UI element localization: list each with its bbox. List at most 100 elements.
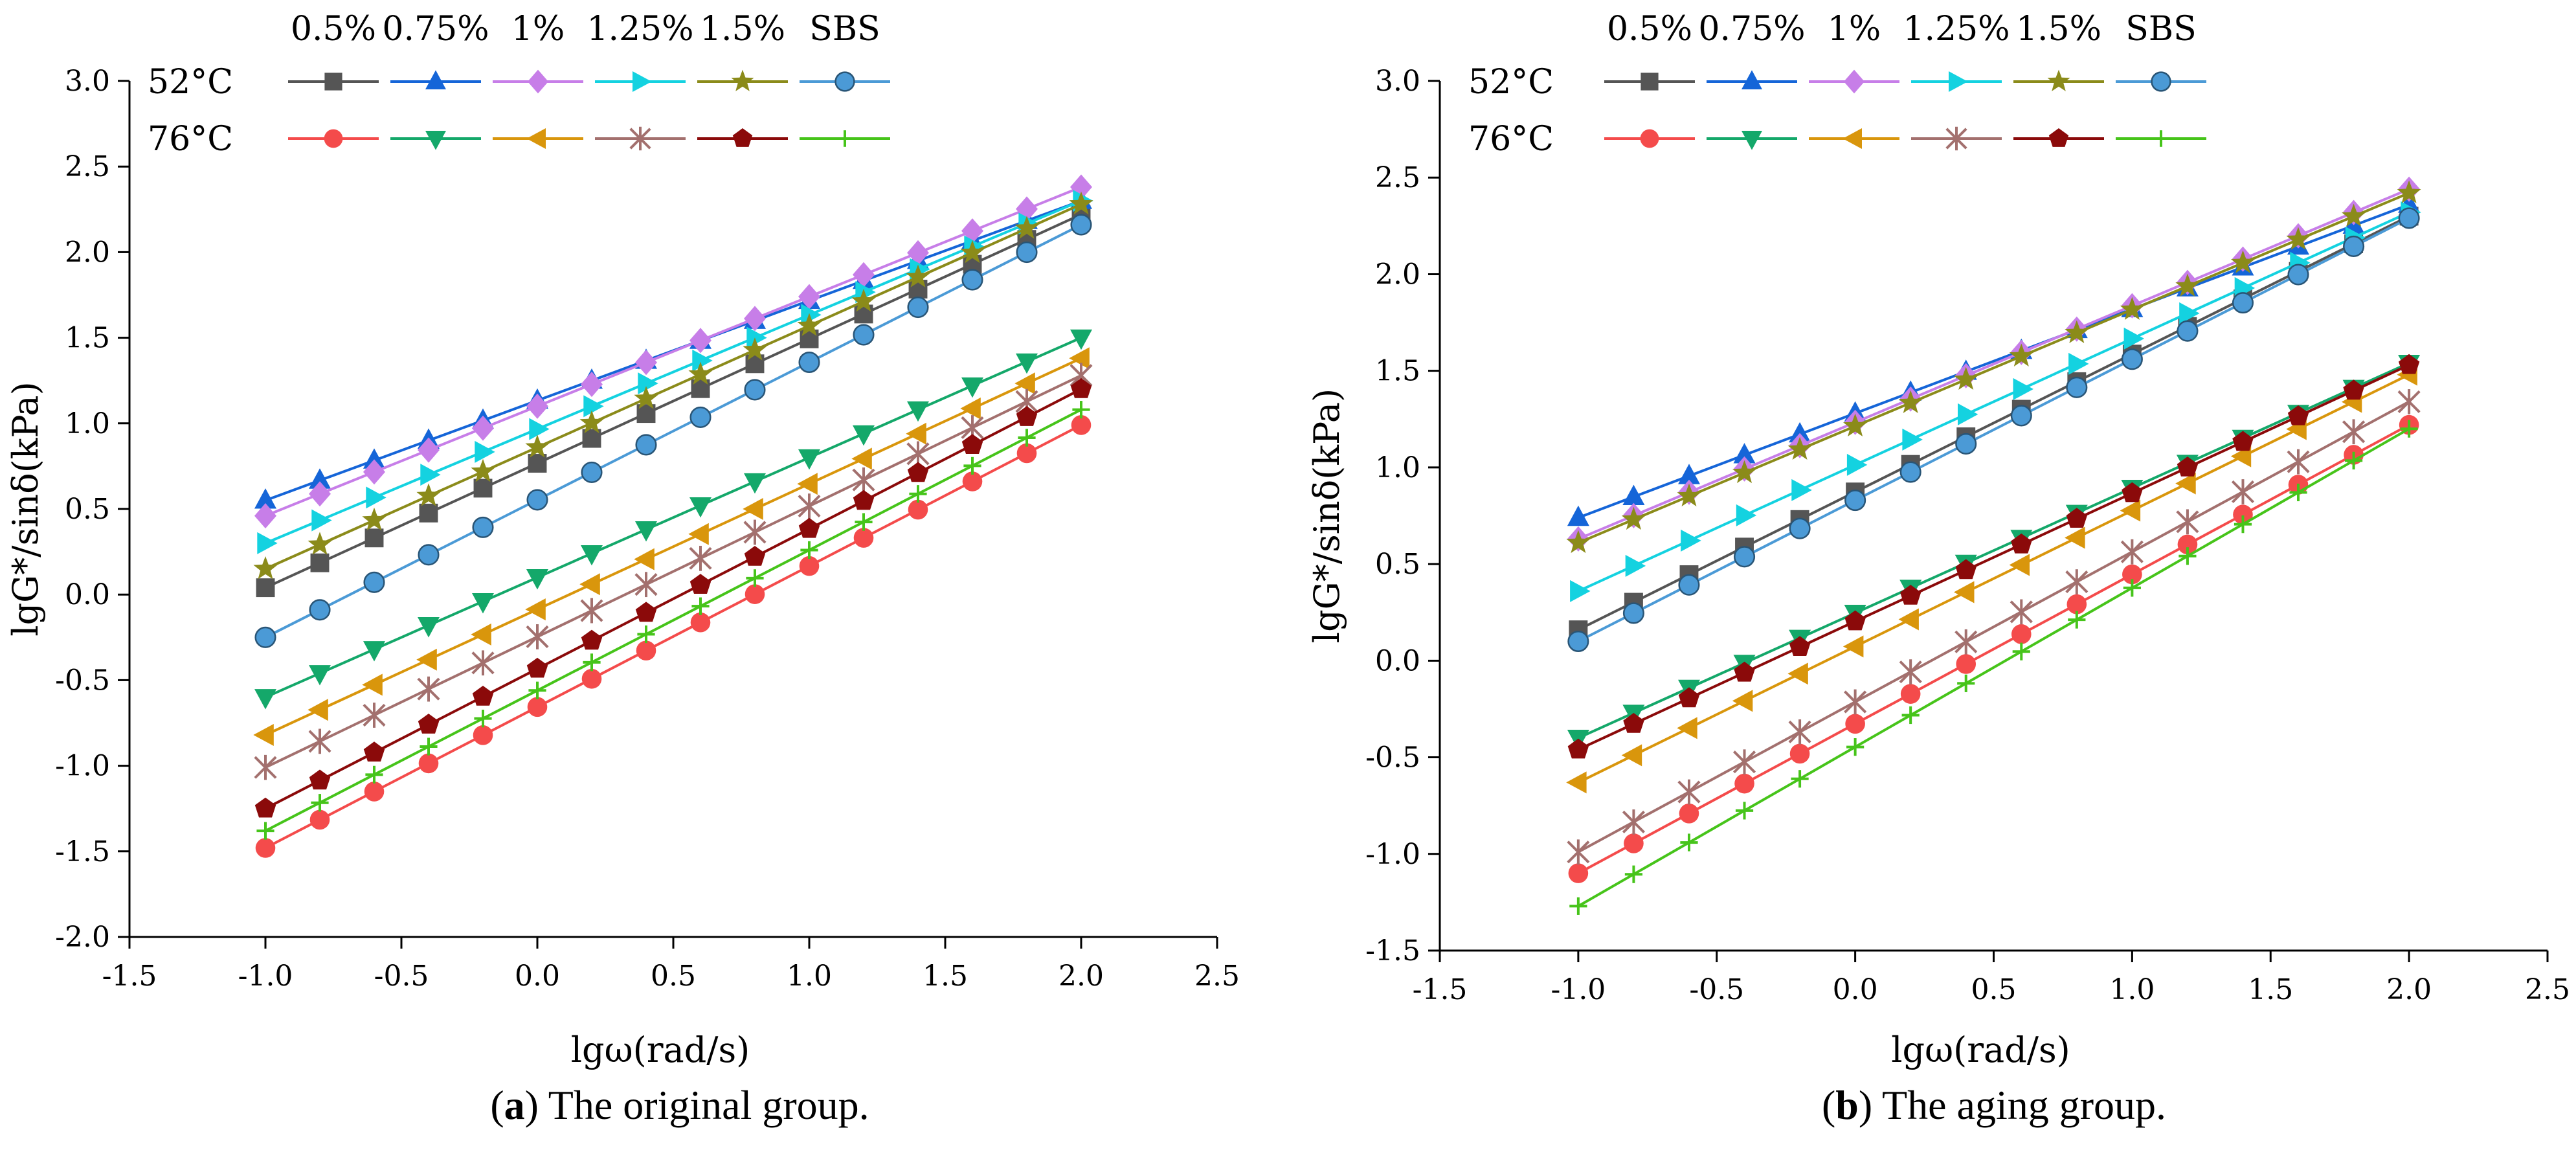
data-point — [581, 372, 603, 398]
data-point — [254, 488, 276, 509]
y-tick-label: -2.0 — [55, 921, 110, 954]
data-point — [1898, 608, 1919, 631]
series-sbs-76-c — [1569, 420, 2418, 915]
data-point — [310, 553, 330, 572]
data-point — [1954, 366, 1978, 390]
legend-percent-label: 0.75% — [382, 10, 489, 49]
series-line — [1578, 363, 2410, 751]
data-point — [1732, 460, 1757, 484]
legend-marker — [836, 130, 853, 147]
legend-percent-label: 0.5% — [1607, 10, 1692, 49]
data-point — [2013, 378, 2033, 400]
data-point — [1680, 833, 1698, 851]
data-point — [416, 648, 437, 671]
x-tick-label: 2.0 — [2386, 973, 2432, 1006]
data-point — [961, 269, 983, 291]
data-point — [854, 304, 873, 324]
data-point — [1014, 216, 1039, 239]
data-point — [254, 503, 276, 529]
data-point — [2175, 472, 2196, 495]
data-point — [1567, 630, 1589, 653]
series-line — [1577, 400, 2410, 853]
legend-marker — [1842, 128, 1862, 149]
y-tick-label: 2.5 — [1375, 161, 1420, 194]
data-point — [2398, 207, 2420, 229]
data-point — [744, 306, 766, 332]
data-point — [689, 574, 711, 594]
data-point — [2122, 564, 2142, 585]
data-point — [1791, 770, 1809, 788]
data-point — [2399, 354, 2420, 374]
data-point — [475, 440, 495, 463]
x-tick-label: -1.5 — [102, 960, 157, 993]
legend-marker — [732, 128, 753, 147]
data-point — [851, 289, 876, 312]
x-tick-label: 0.5 — [1971, 973, 2017, 1006]
legend-marker — [2153, 130, 2169, 147]
data-point — [2400, 420, 2418, 438]
series-line — [1577, 217, 2410, 643]
data-point — [474, 710, 492, 728]
data-point — [1844, 490, 1866, 512]
data-point — [689, 328, 711, 354]
data-point — [2010, 599, 2033, 625]
data-point — [2065, 320, 2089, 343]
legend-percent-label: 1% — [511, 10, 565, 49]
data-point — [1070, 329, 1092, 350]
data-point — [2066, 376, 2088, 398]
data-point — [1016, 443, 1037, 464]
data-point — [363, 641, 385, 662]
data-point — [855, 513, 873, 531]
y-tick-label: 2.0 — [1375, 258, 1420, 291]
y-axis-title: lgG*/sinδ(kPa) — [1306, 389, 1347, 643]
legend-percent-label: 1.25% — [587, 10, 693, 49]
legend-marker — [1945, 126, 1967, 151]
data-point — [254, 797, 276, 818]
data-point — [1736, 504, 1757, 526]
data-point — [744, 473, 766, 494]
series-sbs-52-c — [254, 214, 1092, 648]
data-point — [1789, 636, 1811, 656]
data-point — [363, 448, 385, 469]
data-point — [1957, 674, 1975, 692]
x-tick-label: -1.0 — [238, 960, 293, 993]
legend-marker — [731, 69, 754, 91]
series-line — [265, 223, 1082, 639]
data-point — [743, 337, 767, 361]
data-point — [2010, 405, 2032, 427]
data-point — [1899, 461, 1921, 483]
data-point — [418, 437, 440, 463]
data-point — [583, 653, 601, 671]
x-tick-label: -1.0 — [1551, 973, 1606, 1006]
data-point — [690, 612, 711, 633]
data-point — [472, 686, 494, 706]
data-point — [2120, 297, 2144, 320]
data-point — [363, 703, 386, 728]
data-point — [2123, 327, 2145, 350]
series-line — [1577, 427, 2410, 908]
data-point — [908, 499, 928, 520]
data-point — [473, 479, 493, 498]
legend-marker — [1742, 131, 1762, 150]
data-point — [472, 593, 494, 614]
data-point — [308, 699, 328, 721]
data-point — [797, 473, 818, 495]
data-point — [309, 481, 331, 507]
data-point — [746, 326, 767, 349]
data-point — [1733, 546, 1756, 568]
y-tick-label: -0.5 — [1365, 741, 1420, 774]
data-point — [254, 626, 276, 648]
data-point — [416, 483, 441, 506]
series-1-25-76-c — [1567, 389, 2421, 865]
y-tick-label: -0.5 — [55, 664, 110, 697]
data-point — [1622, 602, 1644, 624]
chart-panel-b: -1.5 -1.0 -0.5 0.0 0.5 1.0 1.5 2.0 2.5 3.0 -1.5 -1.… — [1306, 10, 2570, 1070]
data-point — [635, 434, 657, 456]
data-point — [1845, 714, 1865, 734]
data-point — [909, 485, 927, 503]
series-line — [265, 408, 1082, 832]
data-point — [906, 264, 930, 287]
data-point — [1677, 483, 1701, 507]
data-point — [853, 528, 874, 548]
x-tick-label: -1.5 — [1413, 973, 1468, 1006]
